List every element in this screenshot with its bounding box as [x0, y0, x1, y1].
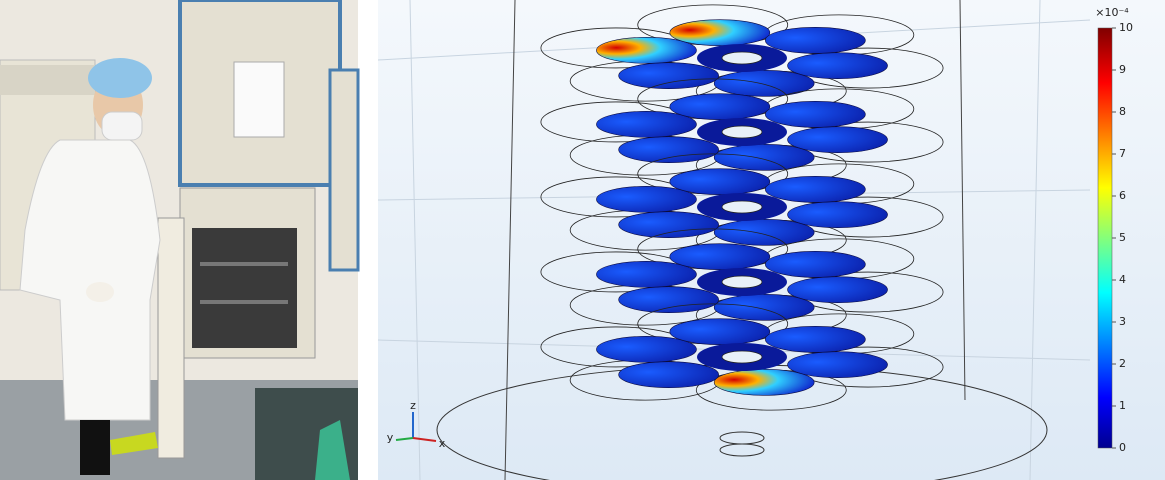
colorbar-tick-label: 2 [1119, 357, 1126, 370]
incubator-panel [0, 65, 95, 95]
blade [765, 251, 866, 278]
photo [0, 0, 360, 480]
blade [618, 211, 719, 238]
blade [787, 201, 888, 228]
colorbar-tick-label: 1 [1119, 399, 1126, 412]
colorbar-tick-label: 4 [1119, 273, 1126, 286]
impeller-tier [540, 303, 944, 411]
grid-line [504, 0, 516, 480]
hub-hole [721, 200, 763, 214]
glove [86, 282, 114, 302]
axis-x-label: x [439, 437, 446, 450]
colorbar-tick-label: 0 [1119, 441, 1126, 454]
spray-bottle [315, 420, 350, 480]
blade [618, 286, 719, 313]
colorbar-tick-label: 6 [1119, 189, 1126, 202]
blade [713, 144, 815, 171]
blade [618, 136, 719, 163]
blade [596, 336, 697, 363]
axis-x [412, 437, 437, 442]
grid-line [959, 0, 966, 401]
grid-line [409, 0, 421, 480]
axis-y-label: y [387, 431, 394, 444]
blade [787, 126, 888, 153]
hub-hole [721, 51, 763, 65]
legs [80, 420, 110, 475]
colorbar: ×10⁻⁴ 0 1 2 3 4 5 6 7 8 9 10 [1095, 6, 1133, 454]
blade [787, 276, 888, 303]
blade [765, 27, 866, 54]
colorbar-tick-label: 8 [1119, 105, 1126, 118]
hub-hole [721, 125, 763, 139]
blade [669, 243, 771, 270]
blade [713, 70, 815, 97]
blade [618, 62, 719, 89]
blade [787, 52, 888, 79]
blade [618, 361, 719, 388]
mask [101, 111, 143, 141]
blade [765, 326, 866, 353]
colorbar-tick-label: 5 [1119, 231, 1126, 244]
blade [669, 93, 771, 120]
impeller-tier [540, 4, 944, 112]
incubator-door [157, 217, 185, 459]
hub-hole [721, 275, 763, 289]
blade [765, 176, 866, 203]
grid-line [1029, 0, 1041, 480]
colorbar-gradient [1097, 27, 1113, 449]
blade [787, 351, 888, 378]
blade [596, 37, 697, 64]
blade [596, 111, 697, 138]
hair-cap [88, 58, 152, 98]
blade [596, 261, 697, 288]
colorbar-tick-label: 3 [1119, 315, 1126, 328]
shelf [200, 300, 288, 304]
shelf [200, 262, 288, 266]
simulation: z y x ×10⁻⁴ 0 1 2 3 4 5 6 7 8 9 10 [377, 0, 1165, 480]
axis-z-label: z [410, 399, 416, 412]
impeller-tier [540, 228, 944, 336]
blade [596, 186, 697, 213]
colorbar-tick-label: 7 [1119, 147, 1126, 160]
blade [713, 294, 815, 321]
colorbar-tick-label: 9 [1119, 63, 1126, 76]
blade [669, 168, 771, 195]
axes-triad: z y x [387, 399, 446, 450]
blade [765, 101, 866, 128]
paper-sheet [233, 61, 285, 138]
colorbar-multiplier: ×10⁻⁴ [1095, 6, 1129, 19]
blade [713, 219, 815, 246]
incubator-interior [192, 228, 297, 348]
impeller-stack [540, 4, 944, 411]
blade [669, 19, 771, 46]
blade [669, 318, 771, 345]
colorbar-tick-label: 10 [1119, 21, 1133, 34]
shaft [719, 443, 765, 457]
incubator-right [328, 68, 360, 272]
shoe [110, 432, 158, 455]
blade [713, 369, 815, 396]
impeller-tier [540, 78, 944, 186]
axis-y [395, 437, 414, 441]
hub-hole [721, 350, 763, 364]
